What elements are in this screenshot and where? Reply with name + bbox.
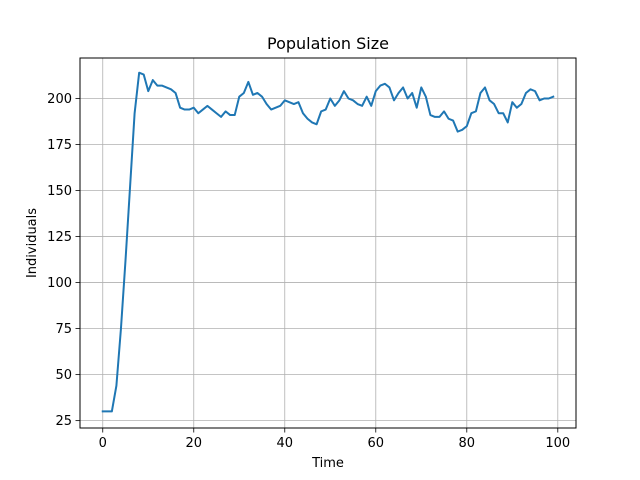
axis-ticks: 0 20 40 60 80 100 25 50 75 100 125 150 175 200: [47, 92, 570, 451]
y-axis-label: Individuals: [25, 208, 40, 278]
y-tick-label: 175: [47, 138, 72, 153]
x-tick-label: 40: [276, 436, 293, 451]
x-tick-label: 100: [545, 436, 570, 451]
y-tick-label: 50: [55, 368, 72, 383]
y-tick-label: 150: [47, 184, 72, 199]
grid-lines: [80, 58, 576, 428]
population-line: [101, 71, 555, 413]
y-tick-label: 125: [47, 230, 72, 245]
y-tick-label: 100: [47, 276, 72, 291]
x-tick-label: 60: [368, 436, 385, 451]
plot-area-frame: [79, 57, 577, 429]
y-tick-label: 200: [47, 92, 72, 107]
x-tick-label: 20: [185, 436, 202, 451]
x-tick-label: 0: [99, 436, 107, 451]
chart-title: Population Size: [267, 34, 389, 53]
x-tick-label: 80: [459, 436, 476, 451]
x-axis-label: Time: [311, 456, 344, 471]
y-tick-label: 25: [55, 414, 72, 429]
series-layer: [101, 71, 555, 413]
y-tick-label: 75: [55, 322, 72, 337]
